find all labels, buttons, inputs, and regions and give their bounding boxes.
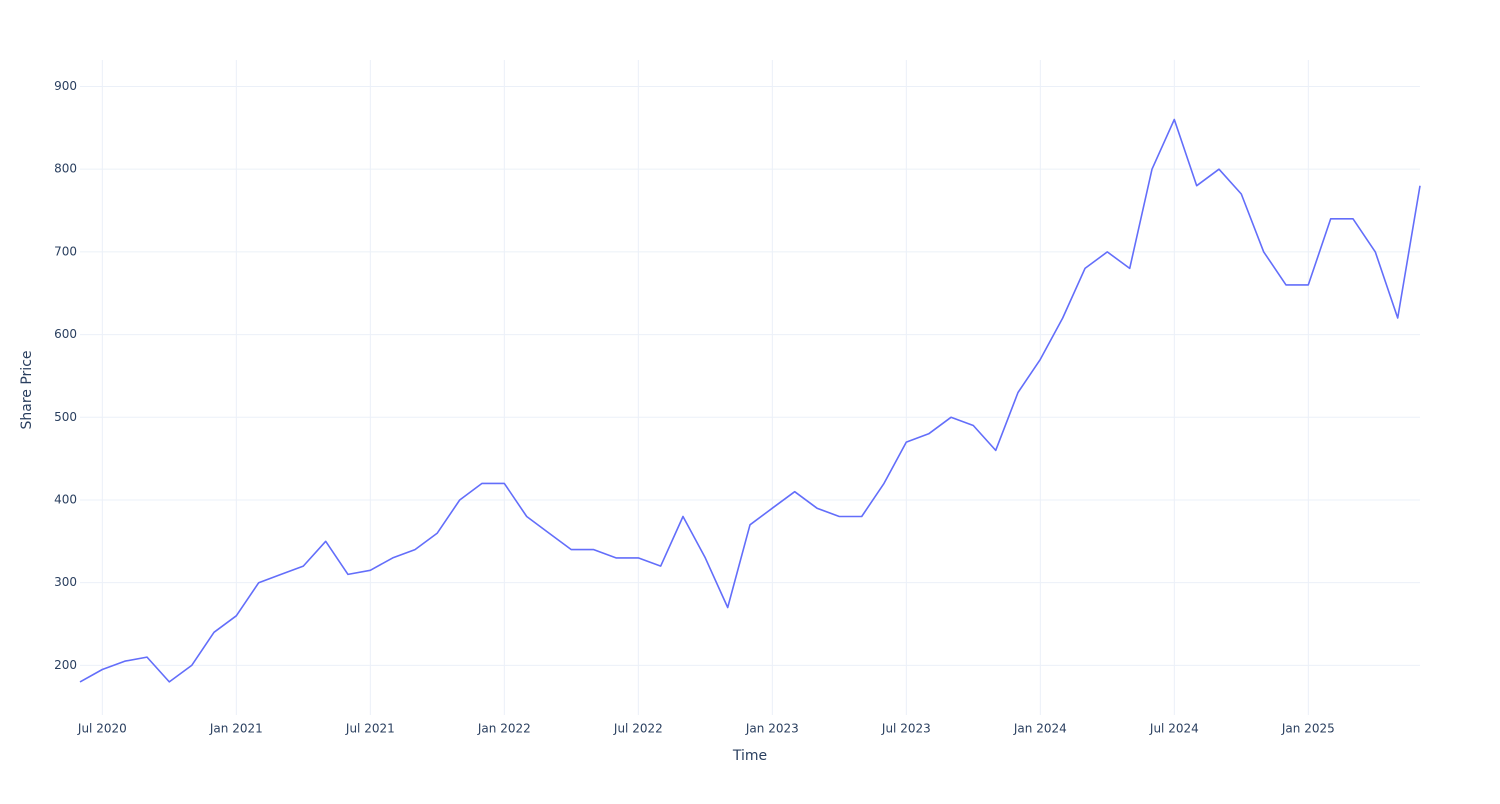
- y-tick-label: 500: [54, 410, 77, 424]
- grid: [80, 60, 1420, 715]
- x-tick-label: Jan 2022: [477, 722, 531, 736]
- x-tick-label: Jul 2024: [1149, 722, 1199, 736]
- x-tick-label: Jan 2024: [1013, 722, 1067, 736]
- y-tick-label: 200: [54, 658, 77, 672]
- y-tick-label: 900: [54, 79, 77, 93]
- price-line: [79, 118, 1421, 683]
- y-tick-label: 600: [54, 327, 77, 341]
- x-tick-label: Jan 2023: [745, 722, 799, 736]
- x-tick-label: Jan 2025: [1281, 722, 1335, 736]
- x-tick-label: Jan 2021: [209, 722, 263, 736]
- y-axis-title: Share Price: [19, 350, 35, 429]
- x-tick-label: Jul 2023: [881, 722, 931, 736]
- y-tick-label: 400: [54, 492, 77, 506]
- y-tick-label: 700: [54, 244, 77, 258]
- x-axis-title: Time: [732, 748, 767, 764]
- y-tick-label: 800: [54, 162, 77, 176]
- x-tick-label: Jul 2021: [345, 722, 395, 736]
- y-tick-label: 300: [54, 575, 77, 589]
- x-tick-label: Jul 2022: [613, 722, 663, 736]
- x-tick-label: Jul 2020: [77, 722, 127, 736]
